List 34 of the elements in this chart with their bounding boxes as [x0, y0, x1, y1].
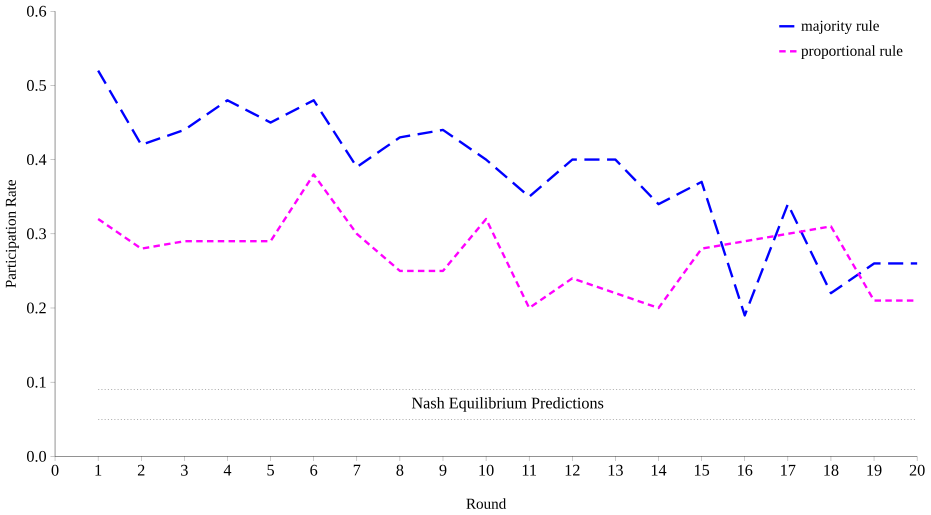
x-tick-label: 13 [608, 464, 623, 476]
x-tick-label: 9 [439, 464, 446, 476]
y-tick-label: 0.1 [27, 376, 46, 388]
x-tick-label: 20 [910, 464, 925, 476]
y-tick-label: 0.2 [27, 302, 46, 314]
x-tick-label: 7 [354, 464, 360, 476]
x-tick-label: 12 [566, 464, 580, 476]
x-tick-label: 3 [181, 464, 188, 476]
y-tick-label: 0.4 [27, 154, 46, 166]
x-axis-title: Round [466, 498, 506, 510]
legend-label: proportional rule [801, 45, 902, 60]
x-tick-label: 8 [396, 464, 404, 476]
y-tick-label: 0.3 [27, 228, 46, 240]
x-tick-label: 14 [652, 464, 666, 476]
legend-label: majority rule [801, 20, 879, 34]
x-tick-label: 16 [738, 464, 752, 476]
x-tick-label: 1 [96, 464, 102, 476]
y-tick-label: 0.5 [27, 80, 46, 92]
x-tick-label: 4 [224, 464, 232, 476]
x-tick-label: 15 [694, 464, 710, 476]
y-axis-title: Participation Rate [6, 180, 19, 288]
x-tick-label: 0 [52, 464, 58, 476]
y-tick-label: 0.0 [27, 451, 46, 462]
x-tick-label: 11 [522, 464, 536, 476]
line-series [96, 70, 918, 317]
x-tick-label: 18 [824, 464, 838, 476]
x-tick-label: 2 [138, 464, 144, 476]
x-tick-label: 19 [867, 464, 882, 476]
x-tick-label: 10 [479, 464, 494, 476]
x-tick-label: 5 [267, 464, 274, 476]
x-tick-label: 17 [781, 464, 796, 476]
x-tick-label: 6 [310, 464, 318, 476]
y-tick-label: 0.6 [27, 6, 46, 17]
annotation: Nash Equilibrium Predictions [412, 397, 604, 412]
